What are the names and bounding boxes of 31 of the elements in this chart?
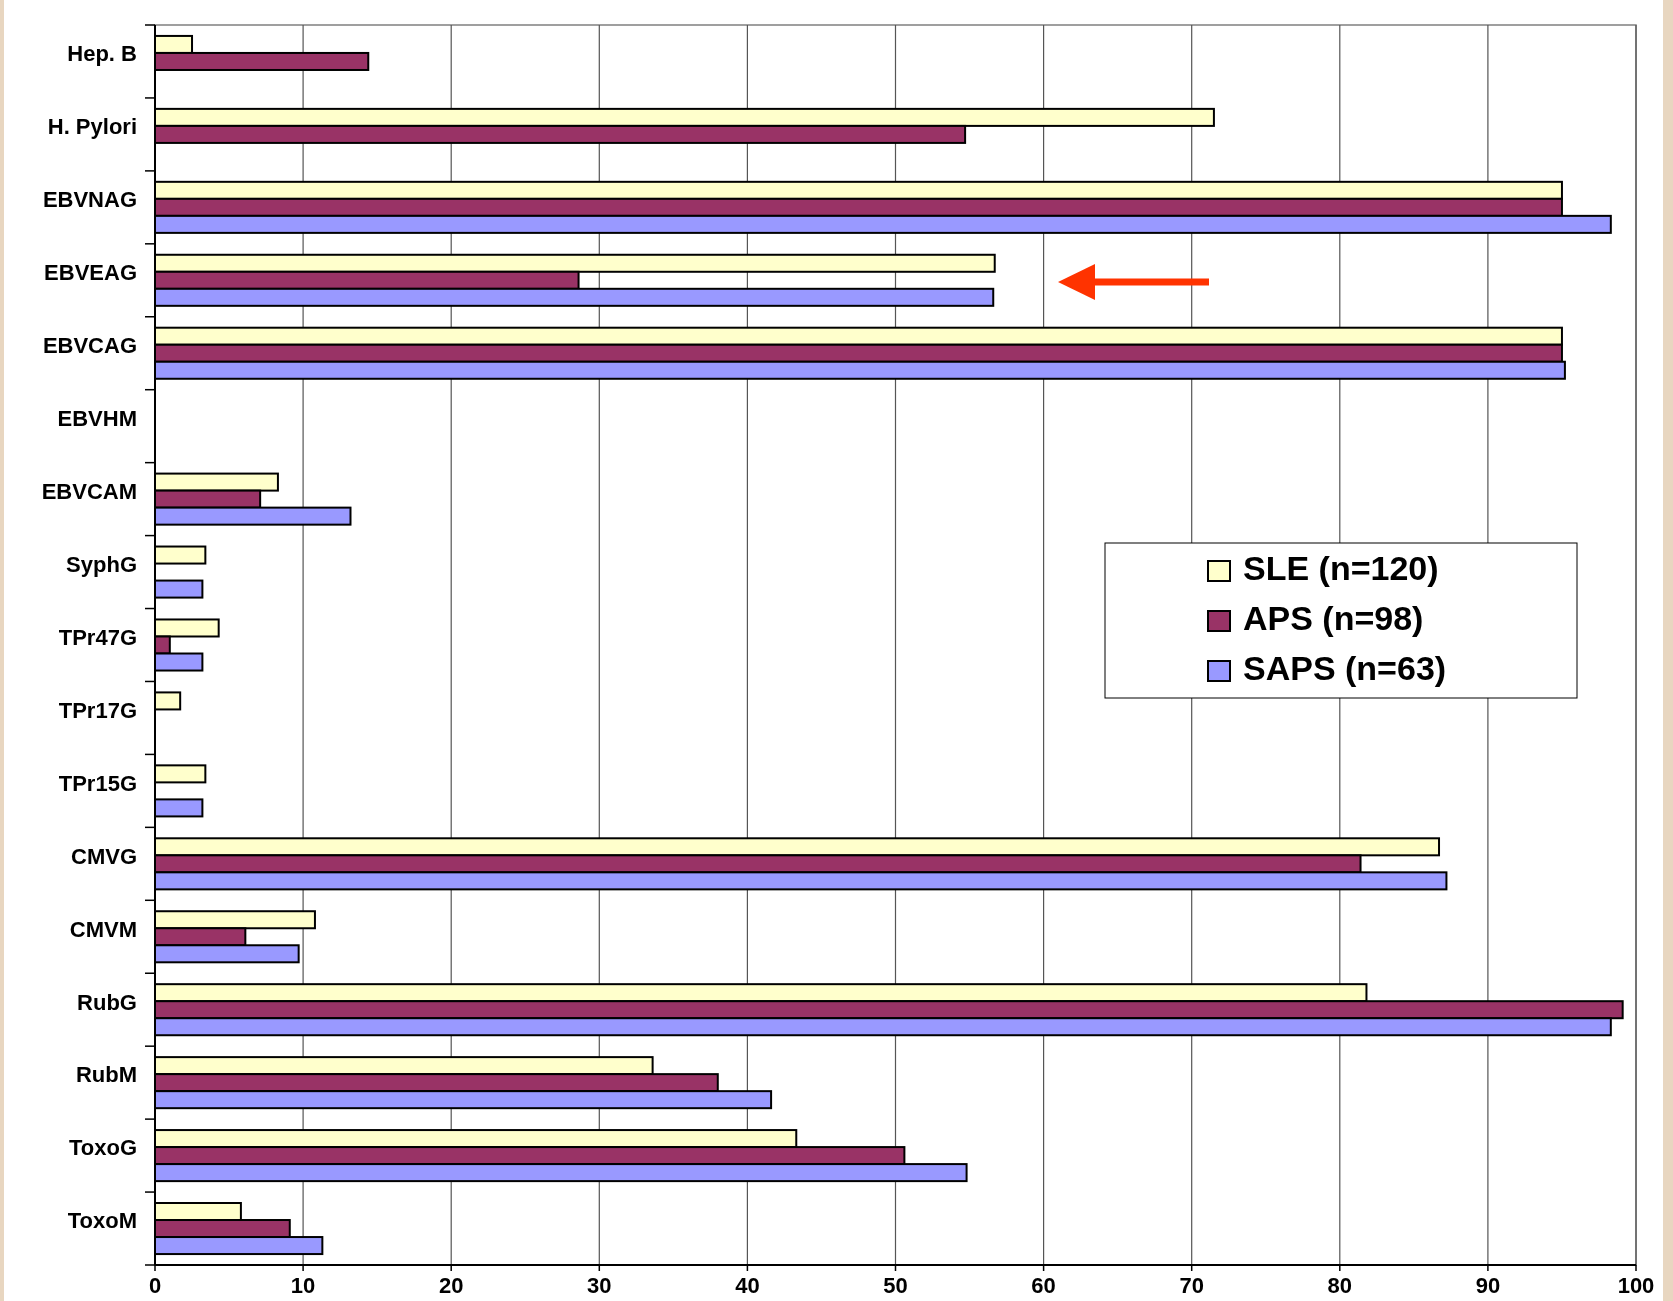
x-tick-label: 50 [883,1273,908,1298]
x-tick-label: 70 [1179,1273,1204,1298]
y-tick-label: RubM [75,1062,137,1088]
x-tick-label: 80 [1327,1273,1353,1298]
y-tick-label: RubG [77,989,137,1015]
x-tick-label: 0 [148,1273,162,1298]
legend-label: SAPS (n=63) [1243,648,1447,687]
x-tick-label: 100 [1617,1273,1655,1298]
x-tick-label: 40 [735,1273,760,1298]
y-tick-label: EBVEAG [44,260,137,286]
legend-label: SLE (n=120) [1243,548,1439,587]
y-tick-label: CMVG [71,843,137,869]
x-tick-label: 10 [290,1273,316,1298]
y-tick-label: TPr15G [58,770,137,796]
y-tick-label: ToxoM [67,1208,137,1234]
y-tick-label: EBVCAM [41,478,137,504]
x-tick-label: 30 [587,1273,612,1298]
legend-label: APS (n=98) [1243,598,1424,637]
y-tick-label: H. Pylori [47,114,137,140]
y-tick-label: CMVM [69,916,137,942]
y-tick-label: EBVCAG [42,333,137,359]
y-tick-label: EBVHM [57,405,137,431]
x-tick-label: 60 [1031,1273,1056,1298]
y-tick-label: TPr47G [58,624,137,650]
y-tick-label: SyphG [66,551,137,577]
y-tick-label: EBVNAG [42,187,137,213]
y-tick-label: ToxoG [68,1135,137,1161]
y-tick-label: Hep. B [67,41,137,67]
x-tick-label: 90 [1475,1273,1501,1298]
x-tick-label: 20 [438,1273,464,1298]
y-tick-label: TPr17G [58,697,137,723]
